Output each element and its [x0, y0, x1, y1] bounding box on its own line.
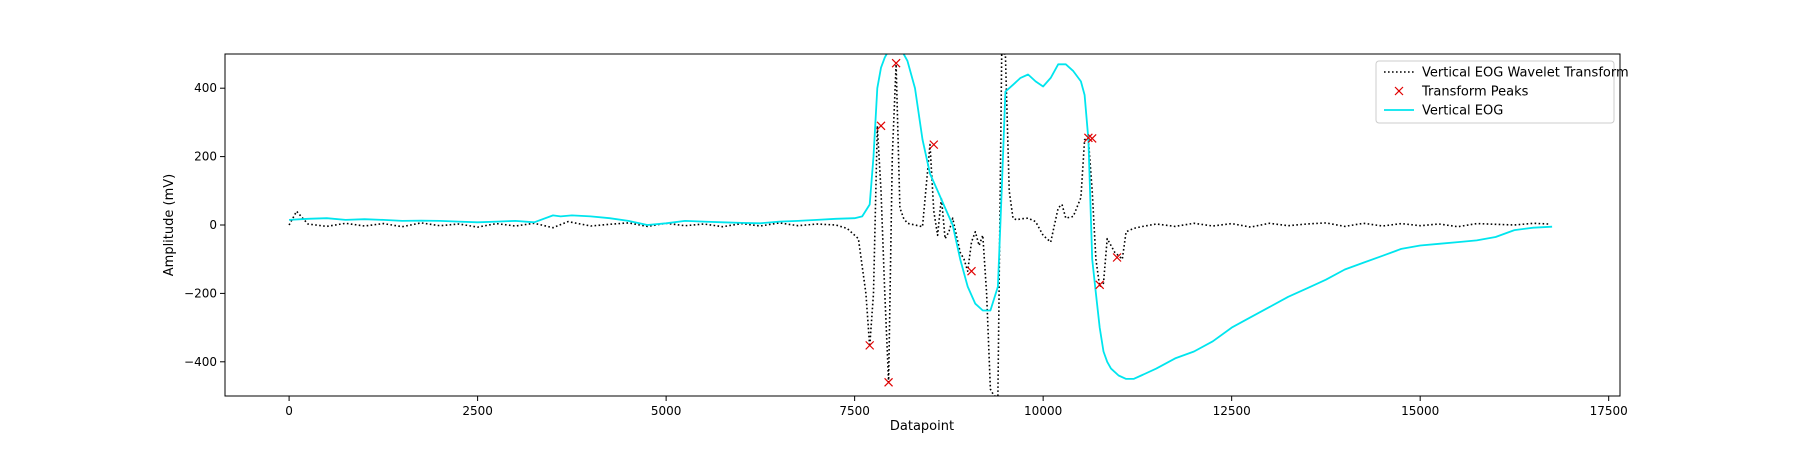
transform-peak-marker — [1083, 133, 1093, 143]
y-axis-label: Amplitude (mV) — [162, 174, 177, 276]
transform-peak-marker — [967, 266, 976, 276]
transform-peak-marker — [884, 377, 893, 387]
legend-label: Transform Peaks — [1421, 85, 1529, 100]
x-tick-label: 7500 — [839, 404, 870, 418]
x-tick-label: 2500 — [462, 404, 493, 418]
x-tick-label: 12500 — [1213, 404, 1251, 418]
y-axis: −400 −200 0 200 400 — [184, 81, 225, 369]
y-tick-label: −200 — [184, 286, 217, 300]
legend-box — [1375, 60, 1615, 124]
x-tick-label: 5000 — [651, 404, 682, 418]
legend-label: Vertical EOG Wavelet Transform — [1422, 66, 1629, 81]
x-axis-label: Datapoint — [890, 419, 954, 434]
x-tick-label: 10000 — [1024, 404, 1062, 418]
y-tick-label: 400 — [194, 81, 217, 95]
y-tick-label: −400 — [184, 355, 217, 369]
y-tick-label: 200 — [194, 150, 217, 164]
transform-peak-marker — [876, 121, 886, 131]
legend-item-transform-peaks: Transform Peaks — [1394, 85, 1529, 100]
legend-item-vertical-eog: Vertical EOG — [1384, 104, 1503, 119]
plot-area — [288, 54, 1553, 396]
x-tick-label: 17500 — [1590, 404, 1628, 418]
transform-peak-marker — [1112, 253, 1122, 262]
x-tick-label: 15000 — [1401, 404, 1439, 418]
transform-peak-marker — [1095, 280, 1105, 290]
transform-peak-marker — [865, 340, 875, 350]
transform-peak-marker — [929, 140, 939, 150]
vertical-eog-line — [289, 54, 1553, 380]
vertical-eog-wavelet-transform-line — [288, 54, 1549, 396]
legend-marker — [1394, 86, 1404, 96]
x-tick-label: 0 — [285, 404, 293, 418]
y-tick-label: 0 — [209, 218, 217, 232]
transform-peak-marker — [891, 58, 901, 68]
legend-label: Vertical EOG — [1422, 104, 1503, 119]
legend: Vertical EOG Wavelet Transform Transform … — [1375, 60, 1629, 124]
x-axis: 0 2500 5000 7500 10000 12500 15000 17500 — [285, 396, 1628, 418]
transform-peak-marker — [1087, 134, 1097, 143]
legend-item-vertical-eog-wavelet-transform: Vertical EOG Wavelet Transform — [1384, 66, 1629, 81]
